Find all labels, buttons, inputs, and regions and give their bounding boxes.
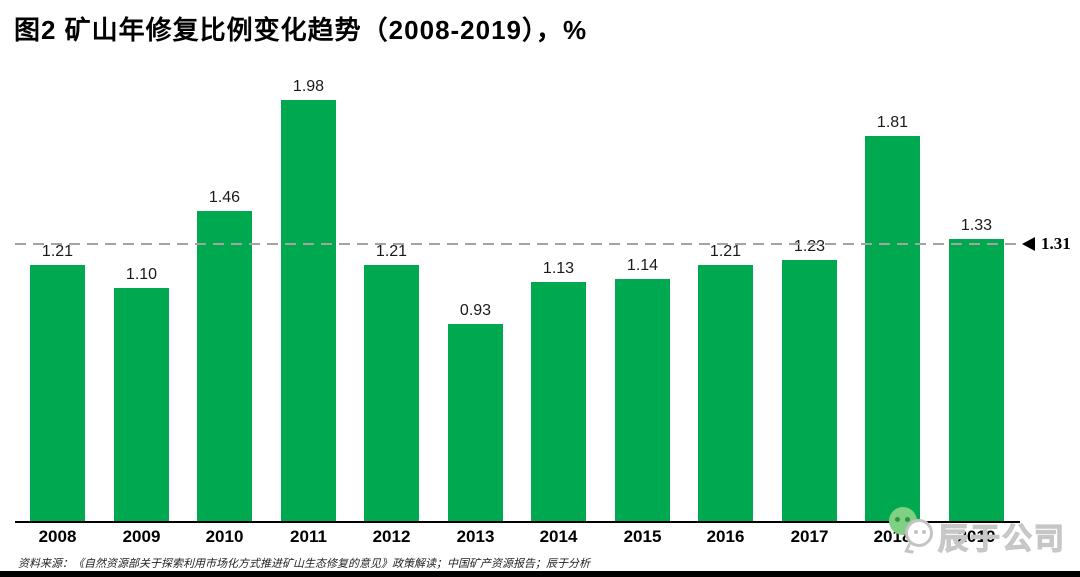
bar-value-label: 1.10 xyxy=(125,266,158,283)
bar-2018 xyxy=(865,136,920,523)
bar-2009 xyxy=(114,288,169,523)
x-axis-label: 2009 xyxy=(122,527,161,546)
x-axis-label: 2016 xyxy=(706,527,745,546)
bar-2008 xyxy=(30,265,85,523)
bar-value-label: 0.93 xyxy=(459,302,492,319)
x-axis-label: 2011 xyxy=(290,527,327,546)
bar-value-label: 1.21 xyxy=(709,243,742,260)
wechat-bubble-icon xyxy=(905,519,933,547)
source-note: 资料来源：《自然资源部关于探索利用市场化方式推进矿山生态修复的意见》政策解读；中… xyxy=(18,558,590,570)
x-axis-label: 2008 xyxy=(38,527,77,546)
reference-line-label: 1.31 xyxy=(1041,234,1071,253)
bar-2013 xyxy=(448,324,503,523)
x-axis-label: 2013 xyxy=(456,527,495,546)
bar-2015 xyxy=(615,279,670,523)
bar-2017 xyxy=(782,260,837,523)
bar-2011 xyxy=(281,100,336,523)
bar-value-label: 1.21 xyxy=(41,243,74,260)
chart-title: 图2 矿山年修复比例变化趋势（2008-2019），% xyxy=(14,15,588,45)
bar-2012 xyxy=(364,265,419,523)
x-axis-label: 2012 xyxy=(372,527,411,546)
bar-value-label: 1.21 xyxy=(375,243,408,260)
bar-value-label: 1.14 xyxy=(626,257,659,274)
x-axis-label: 2014 xyxy=(539,527,578,546)
bar-value-label: 1.46 xyxy=(208,189,241,206)
x-axis-label: 2015 xyxy=(623,527,662,546)
bar-value-label: 1.23 xyxy=(793,238,826,255)
bar-value-label: 1.33 xyxy=(960,217,993,234)
bar-2019 xyxy=(949,239,1004,523)
bar-value-label: 1.13 xyxy=(542,260,575,277)
x-axis-label: 2019 xyxy=(957,527,996,546)
x-axis-label: 2017 xyxy=(790,527,829,546)
bar-2016 xyxy=(698,265,753,523)
x-axis-label: 2010 xyxy=(205,527,244,546)
reference-dashed-line xyxy=(15,243,1020,245)
watermark-text: 辰于公司 xyxy=(937,522,1066,556)
x-axis-line xyxy=(15,521,1020,523)
bar-value-label: 1.98 xyxy=(292,78,325,95)
bar-2010 xyxy=(197,211,252,523)
bar-value-label: 1.81 xyxy=(876,114,909,131)
bottom-black-bar xyxy=(0,571,1080,577)
watermark: 辰于公司 xyxy=(884,502,1074,562)
bar-2014 xyxy=(531,282,586,523)
left-triangle-icon xyxy=(1022,237,1035,251)
